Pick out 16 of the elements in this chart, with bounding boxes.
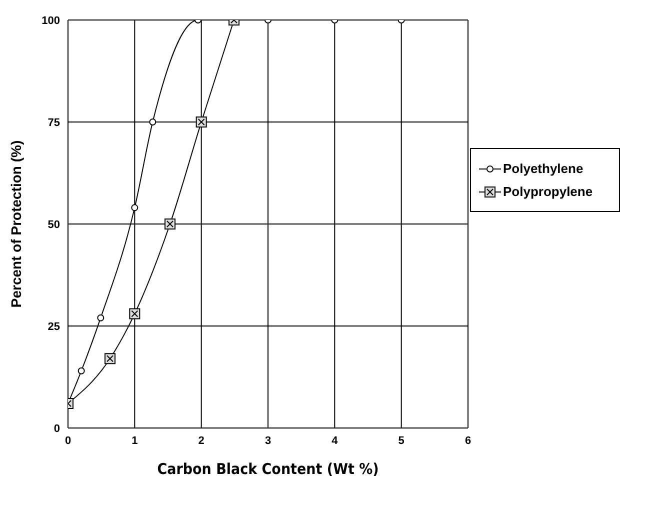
x-tick-label: 3 bbox=[264, 434, 272, 447]
y-tick-label: 0 bbox=[54, 422, 60, 435]
x-tick-label: 2 bbox=[198, 434, 204, 447]
legend-label: Polypropylene bbox=[503, 184, 593, 199]
x-tick-label: 0 bbox=[64, 434, 72, 447]
y-tick-label: 75 bbox=[48, 116, 60, 129]
legend-label: Polyethylene bbox=[503, 161, 584, 176]
x-tick-label: 6 bbox=[464, 434, 472, 447]
y-tick-label: 25 bbox=[48, 320, 60, 333]
x-tick-label: 1 bbox=[132, 434, 138, 447]
y-tick-label: 50 bbox=[48, 218, 60, 231]
x-tick-label: 5 bbox=[398, 434, 404, 447]
y-tick-label: 100 bbox=[42, 14, 60, 27]
x-tick-label: 4 bbox=[332, 434, 339, 447]
x-axis-title: Carbon Black Content (Wt %) bbox=[157, 460, 379, 478]
y-axis-title: Percent of Protection (%) bbox=[8, 140, 24, 308]
